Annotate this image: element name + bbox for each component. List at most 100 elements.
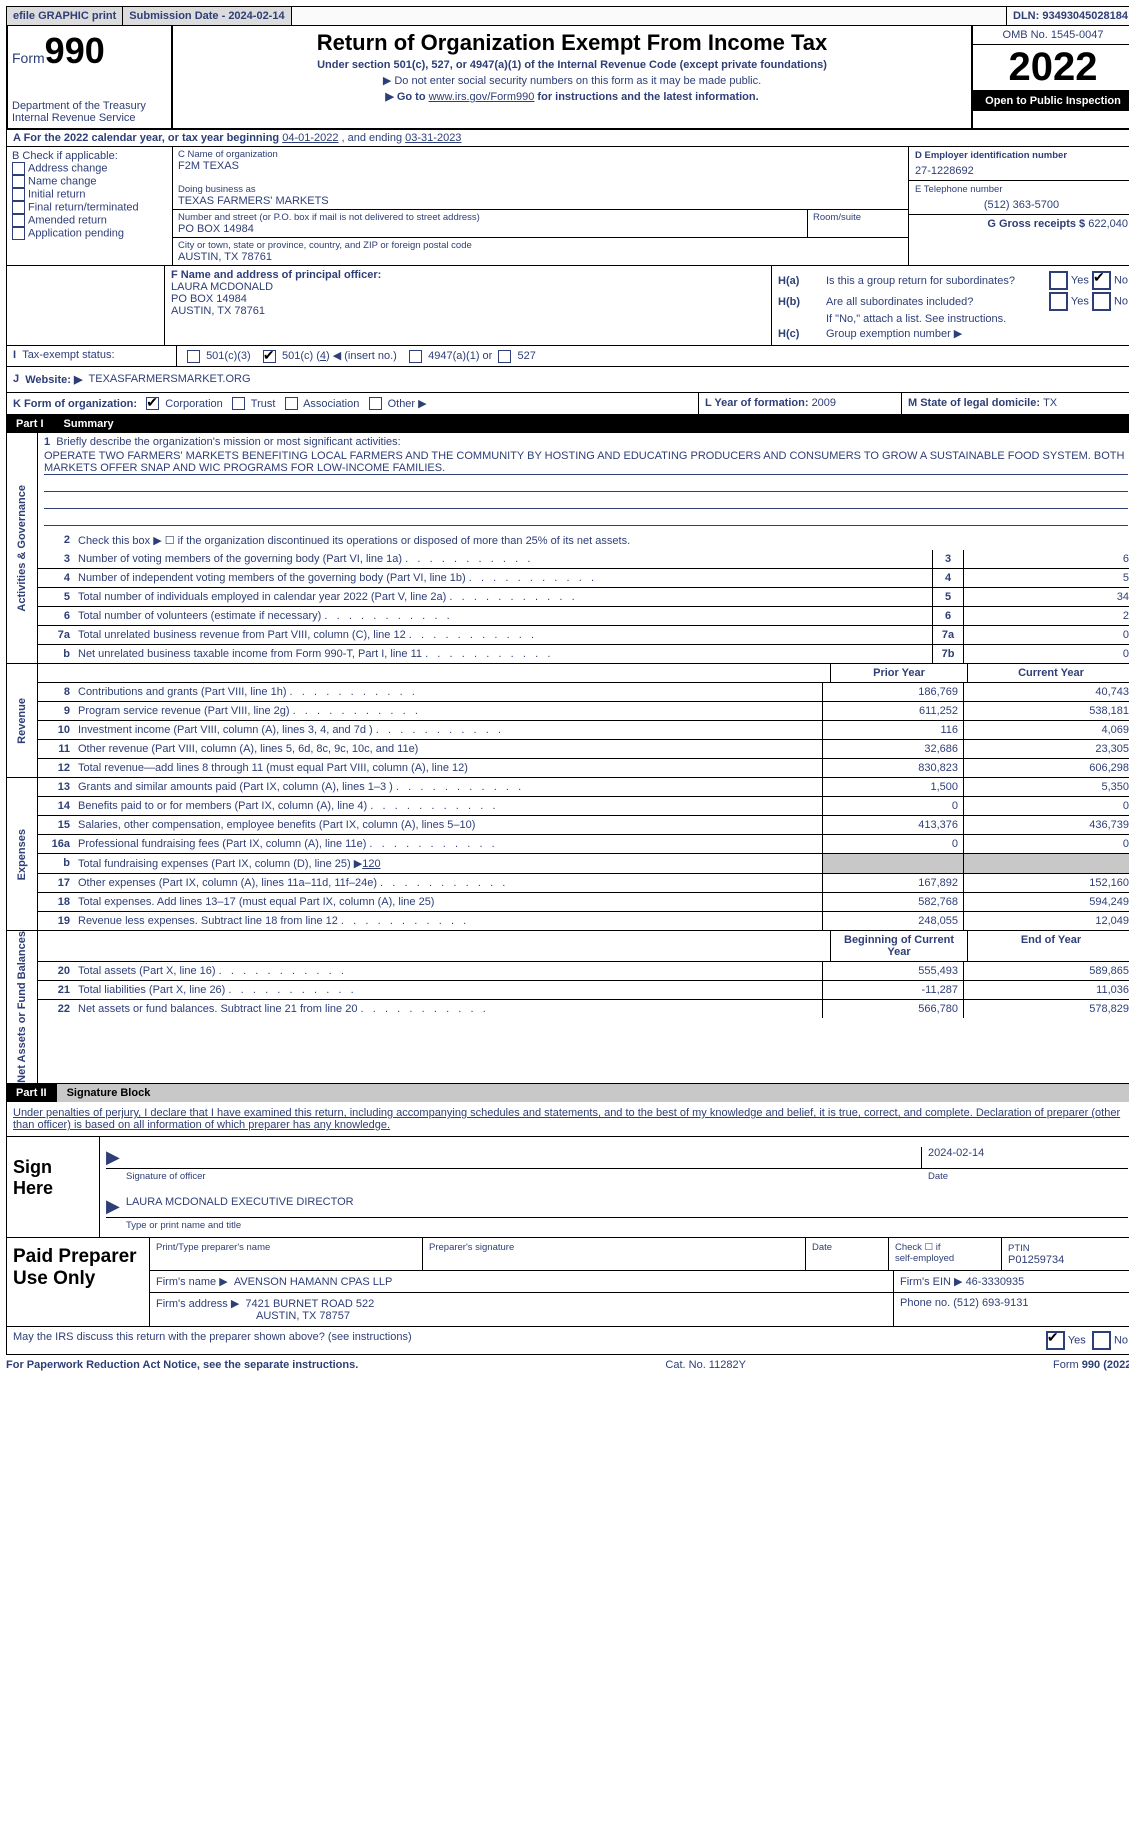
cb-ha-no[interactable]	[1092, 271, 1111, 290]
col-b-checkboxes: B Check if applicable: Address change Na…	[7, 147, 173, 265]
row-i-tax-status: I Tax-exempt status: 501(c)(3) 501(c) (4…	[6, 346, 1129, 367]
end-date: 03-31-2023	[405, 132, 461, 144]
year-formation: 2009	[812, 397, 836, 409]
principal-officer: F Name and address of principal officer:…	[165, 266, 772, 345]
ptin: P01259734	[1008, 1254, 1064, 1266]
activities-governance: Activities & Governance 1 Briefly descri…	[6, 433, 1129, 664]
line-2: Check this box ▶ ☐ if the organization d…	[74, 531, 1129, 550]
header-right: OMB No. 1545-0047 2022 Open to Public In…	[973, 26, 1129, 128]
top-bar: efile GRAPHIC print Submission Date - 20…	[6, 6, 1129, 26]
form-number: Form990	[12, 30, 167, 72]
sign-date: 2024-02-14	[921, 1147, 1128, 1168]
p8: 186,769	[822, 683, 963, 701]
fh-spacer	[7, 266, 165, 345]
tab-net-assets: Net Assets or Fund Balances	[7, 931, 38, 1083]
expenses: Expenses 13Grants and similar amounts pa…	[6, 778, 1129, 931]
section-bcd: B Check if applicable: Address change Na…	[6, 147, 1129, 265]
v4: 5	[963, 569, 1129, 587]
ein: 27-1228692	[915, 165, 1128, 177]
room-suite: Room/suite	[808, 210, 908, 237]
cb-501c[interactable]	[263, 350, 276, 363]
cb-ha-yes[interactable]	[1049, 271, 1068, 290]
tax-year: 2022	[973, 45, 1129, 91]
form-subtitle-2: ▶ Do not enter social security numbers o…	[179, 74, 965, 87]
cb-501c3[interactable]	[187, 350, 200, 363]
mission-text: OPERATE TWO FARMERS' MARKETS BENEFITING …	[44, 450, 1128, 475]
section-h: H(a) Is this a group return for subordin…	[772, 266, 1129, 345]
part-i-bar: Part I Summary	[6, 415, 1129, 433]
arrow-icon: ▶	[106, 1196, 120, 1217]
row-a-tax-year: A For the 2022 calendar year, or tax yea…	[6, 130, 1129, 147]
cb-4947[interactable]	[409, 350, 422, 363]
fundraising-exp: 120	[362, 858, 380, 870]
dba: TEXAS FARMERS' MARKETS	[178, 195, 903, 207]
dept-treasury: Department of the Treasury	[12, 100, 167, 112]
form-header: Form990 Department of the Treasury Inter…	[6, 26, 1129, 130]
v7a: 0	[963, 626, 1129, 644]
c9: 538,181	[963, 702, 1129, 720]
cb-527[interactable]	[498, 350, 511, 363]
tab-activities: Activities & Governance	[7, 433, 38, 663]
submission-date: Submission Date - 2024-02-14	[123, 7, 291, 25]
may-discuss: May the IRS discuss this return with the…	[6, 1327, 1129, 1355]
cb-address-change[interactable]	[12, 162, 25, 175]
website: TEXASFARMERSMARKET.ORG	[89, 373, 251, 386]
part-ii-bar: Part II Signature Block	[6, 1084, 1129, 1102]
firm-ein: 46-3330935	[966, 1276, 1025, 1288]
cb-trust[interactable]	[232, 397, 245, 410]
form-subtitle-3: ▶ Go to www.irs.gov/Form990 for instruct…	[179, 90, 965, 103]
cb-may-no[interactable]	[1092, 1331, 1111, 1350]
cb-other[interactable]	[369, 397, 382, 410]
section-fh: F Name and address of principal officer:…	[6, 265, 1129, 346]
footer: For Paperwork Reduction Act Notice, see …	[6, 1355, 1129, 1371]
p9: 611,252	[822, 702, 963, 720]
net-assets: Net Assets or Fund Balances Beginning of…	[6, 931, 1129, 1084]
v6: 2	[963, 607, 1129, 625]
row-j-website: J Website: ▶ TEXASFARMERSMARKET.ORG	[6, 367, 1129, 393]
irs-label: Internal Revenue Service	[12, 112, 167, 124]
firm-phone: (512) 693-9131	[953, 1297, 1028, 1309]
cb-may-yes[interactable]	[1046, 1331, 1065, 1350]
form-subtitle-1: Under section 501(c), 527, or 4947(a)(1)…	[179, 59, 965, 71]
cb-amended[interactable]	[12, 214, 25, 227]
revenue: Revenue Prior YearCurrent Year 8Contribu…	[6, 664, 1129, 778]
irs-link[interactable]: www.irs.gov/Form990	[429, 91, 535, 103]
firm-name: AVENSON HAMANN CPAS LLP	[234, 1276, 393, 1288]
city: AUSTIN, TX 78761	[178, 251, 903, 263]
cb-hb-yes[interactable]	[1049, 292, 1068, 311]
cb-hb-no[interactable]	[1092, 292, 1111, 311]
tab-revenue: Revenue	[7, 664, 38, 777]
c8: 40,743	[963, 683, 1129, 701]
topbar-spacer	[292, 7, 1007, 25]
cb-final-return[interactable]	[12, 201, 25, 214]
arrow-icon: ▶	[106, 1147, 120, 1168]
sign-here: Sign Here ▶2024-02-14 Signature of offic…	[6, 1137, 1129, 1238]
header-center: Return of Organization Exempt From Incom…	[173, 26, 973, 128]
efile-print-button[interactable]: efile GRAPHIC print	[7, 7, 123, 25]
open-to-public: Open to Public Inspection	[973, 91, 1129, 111]
header-left: Form990 Department of the Treasury Inter…	[8, 26, 173, 128]
org-name: F2M TEXAS	[178, 160, 903, 172]
cb-association[interactable]	[285, 397, 298, 410]
v5: 34	[963, 588, 1129, 606]
cb-name-change[interactable]	[12, 175, 25, 188]
telephone: (512) 363-5700	[915, 199, 1128, 211]
penalties-text: Under penalties of perjury, I declare th…	[6, 1102, 1129, 1137]
v7b: 0	[963, 645, 1129, 663]
row-k-form-org: K Form of organization: Corporation Trus…	[6, 393, 1129, 416]
paid-preparer: Paid Preparer Use Only Print/Type prepar…	[6, 1238, 1129, 1327]
officer-name: LAURA MCDONALD EXECUTIVE DIRECTOR	[126, 1196, 1128, 1217]
cb-initial-return[interactable]	[12, 188, 25, 201]
tab-expenses: Expenses	[7, 778, 38, 930]
col-c-org-info: C Name of organization F2M TEXAS Doing b…	[173, 147, 909, 265]
v3: 6	[963, 550, 1129, 568]
cb-application-pending[interactable]	[12, 227, 25, 240]
street: PO BOX 14984	[178, 223, 802, 235]
dln: DLN: 93493045028184	[1007, 7, 1129, 25]
state-domicile: TX	[1043, 397, 1057, 409]
omb-number: OMB No. 1545-0047	[973, 26, 1129, 45]
begin-date: 04-01-2022	[282, 132, 338, 144]
cb-corporation[interactable]	[146, 397, 159, 410]
form-title: Return of Organization Exempt From Incom…	[179, 30, 965, 56]
firm-address: 7421 BURNET ROAD 522	[245, 1298, 374, 1310]
